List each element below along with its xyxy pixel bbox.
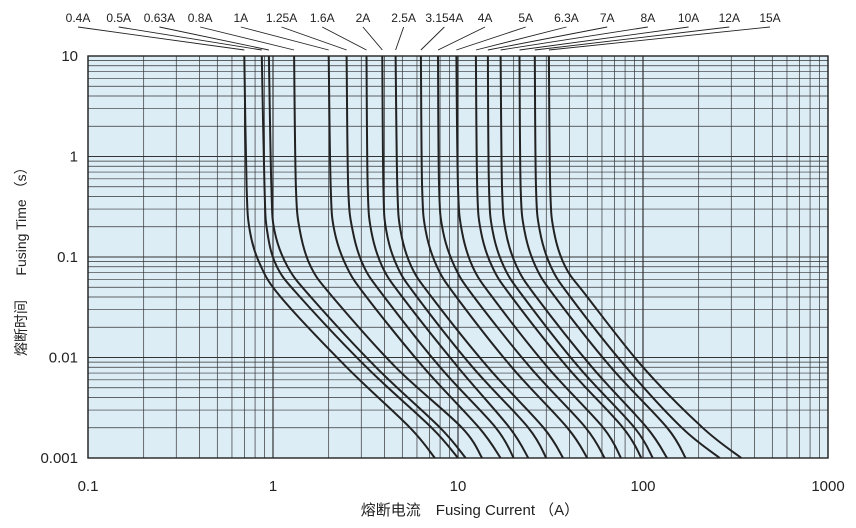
leader-line-4A: [437, 26, 486, 51]
x-tick-labels: 0.1 1 10 100 1000: [78, 478, 845, 495]
legend: 0.4A 0.5A 0.63A 0.8A 1A 1.25A 1.6A 2A 2.5A 3.154A…: [66, 11, 781, 25]
leader-line-2.5A: [395, 26, 405, 51]
x-tick-label: 1: [269, 478, 277, 495]
x-axis-title: 熔断电流 Fusing Current （A）: [361, 502, 579, 519]
curve-1.25A: [345, 55, 515, 459]
leader-line-0.5A: [118, 26, 262, 51]
legend-label-0.5A: 0.5A: [106, 11, 131, 25]
y-tick-label: 0.001: [40, 450, 78, 467]
legend-label-10A: 10A: [678, 11, 699, 25]
y-axis-title-en: Fusing Time （s）: [13, 160, 29, 275]
curve-0.5A: [260, 55, 459, 459]
curve-1.6A: [365, 55, 530, 459]
legend-label-3.154A: 3.154A: [425, 11, 463, 25]
legend-label-1A: 1A: [233, 11, 248, 25]
legend-label-15A: 15A: [759, 11, 780, 25]
y-tick-label: 0.01: [49, 350, 78, 367]
legend-leader-lines: [77, 26, 771, 51]
x-tick-label: 0.1: [78, 478, 99, 495]
leader-line-0.63A: [159, 26, 269, 51]
curve-6.3A: [474, 55, 643, 459]
legend-label-12A: 12A: [719, 11, 740, 25]
curve-8A: [499, 55, 668, 459]
curve-7A: [486, 55, 654, 459]
leader-line-15A: [548, 26, 771, 51]
leader-line-7A: [487, 26, 608, 51]
legend-label-5A: 5A: [518, 11, 533, 25]
curve-10A: [518, 55, 687, 459]
curve-layer: [243, 55, 742, 459]
y-tick-label: 10: [61, 48, 78, 65]
leader-line-10A: [519, 26, 689, 51]
leader-line-6.3A: [475, 26, 567, 51]
curve-0.4A: [243, 55, 436, 459]
curve-3.154A: [419, 55, 589, 459]
leader-line-12A: [534, 26, 730, 51]
curve-0.8A: [293, 55, 483, 459]
y-tick-label: 1: [70, 149, 78, 166]
leader-line-5A: [456, 26, 526, 51]
leader-line-3.154A: [420, 26, 445, 51]
curve-4A: [437, 55, 606, 459]
x-tick-label: 1000: [811, 478, 844, 495]
leader-line-1.6A: [322, 26, 367, 51]
y-axis-title-cn: 熔断时间: [13, 300, 29, 356]
y-tick-labels: 0.001 0.01 0.1 1 10: [40, 48, 78, 467]
plot-frame: [87, 55, 829, 459]
curve-1A: [327, 55, 502, 459]
legend-label-0.4A: 0.4A: [66, 11, 91, 25]
leader-line-0.4A: [77, 26, 245, 51]
legend-label-2A: 2A: [356, 11, 371, 25]
curve-2A: [381, 55, 548, 459]
legend-label-8A: 8A: [641, 11, 656, 25]
legend-label-1.6A: 1.6A: [310, 11, 335, 25]
curve-5A: [455, 55, 622, 459]
curve-15A: [547, 55, 742, 459]
legend-label-6.3A: 6.3A: [554, 11, 579, 25]
curve-2.5A: [394, 55, 564, 459]
leader-line-1.25A: [281, 26, 347, 51]
leader-line-0.8A: [200, 26, 295, 51]
x-tick-label: 100: [630, 478, 655, 495]
x-tick-label: 10: [450, 478, 467, 495]
y-tick-label: 0.1: [57, 249, 78, 266]
curve-12A: [533, 55, 721, 459]
curve-0.63A: [267, 55, 467, 459]
leader-line-8A: [500, 26, 648, 51]
legend-label-0.8A: 0.8A: [188, 11, 213, 25]
legend-label-0.63A: 0.63A: [144, 11, 175, 25]
leader-line-1A: [240, 26, 329, 51]
leader-line-2A: [362, 26, 383, 51]
legend-label-7A: 7A: [600, 11, 615, 25]
legend-label-4A: 4A: [478, 11, 493, 25]
legend-label-2.5A: 2.5A: [391, 11, 416, 25]
legend-label-1.25A: 1.25A: [266, 11, 297, 25]
